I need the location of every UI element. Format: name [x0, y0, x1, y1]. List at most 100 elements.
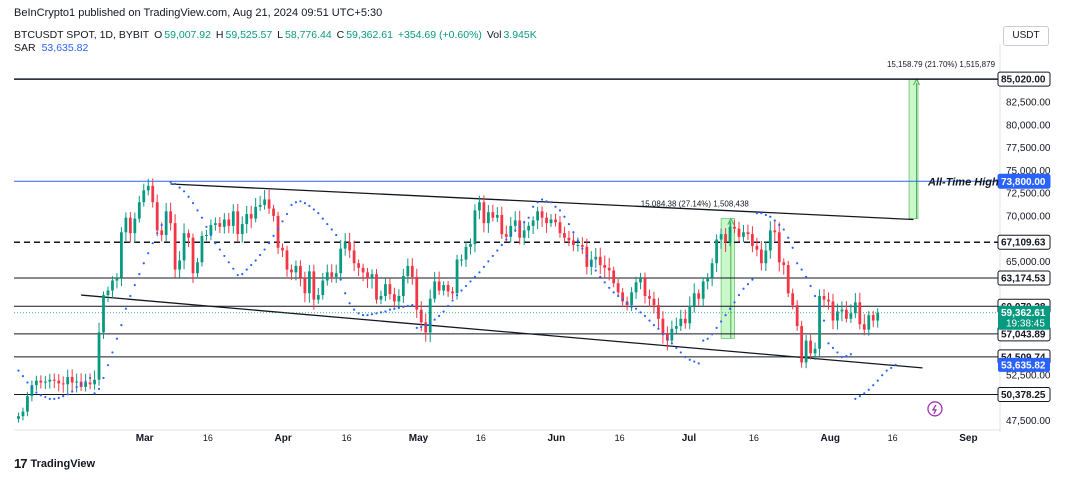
- currency-button[interactable]: USDT: [1003, 26, 1049, 46]
- close-label: C: [336, 29, 345, 41]
- candle: [706, 277, 710, 282]
- measure-label: 15,084.38 (27.14%) 1,508,438: [641, 200, 750, 209]
- candle: [442, 285, 446, 291]
- sar-dot: [205, 225, 208, 228]
- sar-dot: [661, 333, 665, 336]
- candle: [594, 256, 598, 260]
- candle: [527, 225, 531, 231]
- sar-dot: [746, 283, 750, 286]
- sar-dot: [858, 395, 861, 398]
- level-tag-label: 63,174.53: [1001, 274, 1046, 285]
- candle: [155, 202, 159, 231]
- candle: [151, 185, 155, 203]
- sar-dot: [339, 278, 342, 281]
- candle: [146, 185, 150, 191]
- price-tag: [998, 357, 1050, 372]
- sar-dot: [299, 200, 302, 203]
- candle: [419, 309, 423, 323]
- candle: [303, 277, 307, 294]
- y-tick-label: 65,000.00: [1006, 257, 1051, 268]
- candle: [862, 324, 866, 330]
- candle: [858, 302, 862, 325]
- sar-dot: [196, 209, 199, 212]
- sar-dot: [44, 395, 47, 399]
- candle: [263, 199, 267, 205]
- candle: [196, 262, 199, 274]
- sar-dot: [581, 247, 584, 250]
- sar-dot: [881, 374, 884, 377]
- sar-dot: [594, 269, 597, 272]
- candle: [688, 306, 692, 324]
- symbol-name[interactable]: BTCUSDT SPOT, 1D, BYBIT: [14, 29, 150, 41]
- sar-dot: [715, 326, 718, 329]
- candle: [486, 212, 490, 224]
- sar-dot: [724, 314, 727, 317]
- sar-dot: [787, 236, 790, 239]
- sar-dot: [214, 242, 217, 245]
- x-tick-label: Sep: [959, 433, 977, 444]
- level-tag-label: 50,378.25: [1001, 390, 1046, 401]
- x-tick-label: 16: [342, 433, 352, 443]
- sar-dot: [796, 262, 799, 265]
- close-value: 59,362.61: [346, 29, 393, 41]
- level-tag-label: 67,109.63: [1001, 238, 1046, 249]
- sar-dot: [285, 212, 289, 216]
- sar-dot: [138, 273, 141, 276]
- candle: [674, 326, 678, 329]
- sar-dot: [120, 324, 123, 327]
- candle: [621, 292, 625, 302]
- tradingview-logo[interactable]: 17 TradingView: [14, 456, 95, 471]
- candle: [845, 309, 848, 319]
- candle: [343, 242, 347, 249]
- sar-dot: [527, 216, 530, 219]
- sar-dot: [446, 304, 450, 308]
- candle: [191, 237, 195, 274]
- candle: [388, 284, 392, 295]
- high-value: 59,525.57: [225, 29, 273, 41]
- y-tick-label: 77,500.00: [1006, 143, 1051, 154]
- candle: [791, 293, 795, 306]
- sar-dot: [518, 225, 521, 228]
- candle: [733, 226, 736, 229]
- sar-dot: [232, 267, 235, 270]
- candle: [299, 265, 302, 278]
- event-bolt-icon: [931, 404, 937, 415]
- sar-value: 53,635.82: [41, 42, 89, 54]
- measure-label: 15,158.79 (21.70%) 1,515,879: [887, 60, 996, 69]
- candle: [670, 328, 674, 341]
- candle: [17, 416, 20, 419]
- sar-dot: [21, 375, 25, 378]
- candle: [697, 293, 701, 299]
- candle: [495, 214, 499, 218]
- candle: [818, 295, 821, 349]
- sar-dot: [115, 337, 119, 340]
- candle: [853, 302, 857, 314]
- sar-dot: [245, 268, 248, 271]
- candle: [822, 295, 826, 300]
- sar-dot: [603, 281, 606, 284]
- sar-dot: [563, 215, 566, 218]
- candle: [173, 223, 177, 270]
- candle: [133, 218, 137, 234]
- sar-dot: [491, 254, 494, 258]
- sar-dot: [505, 238, 508, 241]
- sar-dot: [719, 320, 723, 323]
- sar-dot: [133, 283, 136, 287]
- sar-dot: [303, 202, 306, 205]
- sar-dot: [147, 252, 150, 255]
- sar-dot: [760, 212, 763, 215]
- sar-dot: [290, 203, 293, 207]
- sar-dot: [250, 263, 253, 267]
- sar-legend[interactable]: SAR 53,635.82: [14, 42, 88, 54]
- candle: [746, 232, 750, 235]
- sar-dot: [93, 392, 96, 395]
- sar-dot: [97, 387, 101, 390]
- candle: [563, 233, 566, 238]
- candle: [549, 219, 553, 224]
- candle: [178, 260, 181, 270]
- candle: [558, 222, 562, 234]
- sar-dot: [684, 355, 687, 359]
- price-tag-label: 59,362.61: [1001, 308, 1046, 319]
- candle: [84, 382, 87, 388]
